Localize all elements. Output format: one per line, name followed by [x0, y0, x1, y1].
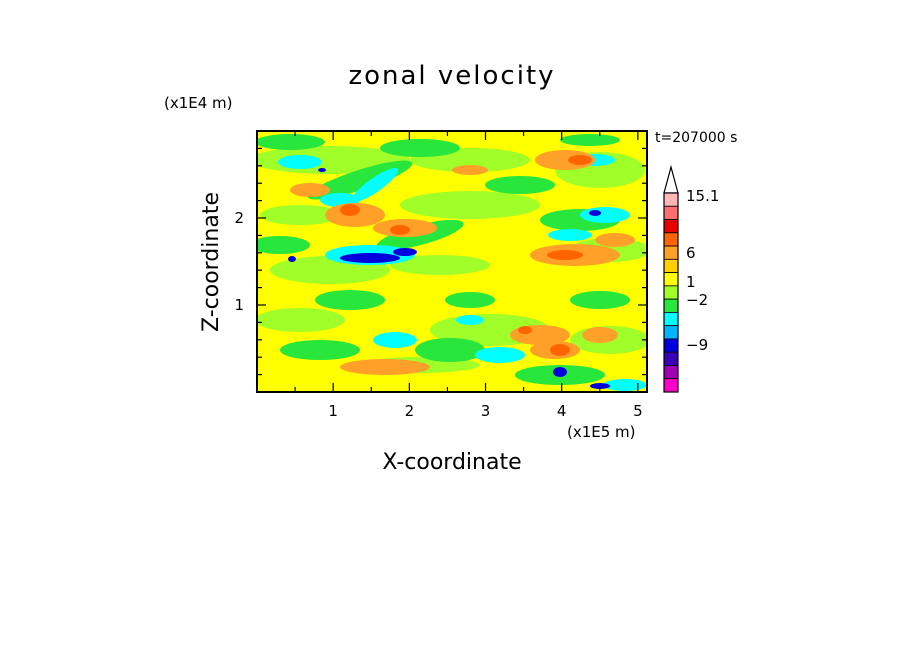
- colorbar-segment: [663, 298, 679, 313]
- band-weak-negative: [257, 134, 630, 385]
- colorbar-labels: 15.1 6 1 −2 −9: [686, 187, 719, 354]
- band-strong-positive: [340, 155, 592, 356]
- colorbar-segment: [663, 245, 679, 260]
- colorbar-segment: [663, 258, 679, 274]
- y-scale-label: (x1E4 m): [164, 94, 233, 112]
- x-axis: 1 2 3 4 5: [294, 131, 643, 420]
- x-tick-label: 4: [557, 402, 567, 420]
- x-tick-label: 5: [633, 402, 643, 420]
- y-axis: 12: [234, 147, 647, 376]
- colorbar-segment: [663, 378, 679, 393]
- y-axis-title: Z-coordinate: [199, 192, 224, 332]
- x-tick-label: 1: [328, 402, 338, 420]
- x-axis-title: X-coordinate: [382, 450, 521, 475]
- colorbar: [663, 164, 679, 393]
- contour-field: [257, 131, 647, 392]
- plot-frame: [256, 130, 648, 393]
- colorbar-segment: [663, 219, 679, 234]
- colorbar-segment: [663, 351, 679, 366]
- colorbar-segment: [663, 365, 679, 380]
- colorbar-max-triangle: [663, 164, 679, 194]
- y-tick-label: 1: [234, 296, 244, 314]
- colorbar-segment: [663, 325, 679, 340]
- x-tick-label: 3: [481, 402, 491, 420]
- colorbar-segment: [663, 232, 679, 247]
- time-label: t=207000 s: [655, 130, 737, 146]
- colorbar-label: −9: [686, 336, 708, 354]
- colorbar-segment: [663, 272, 679, 287]
- colorbar-segment: [663, 192, 679, 207]
- colorbar-segment: [663, 205, 679, 220]
- colorbar-label: −2: [686, 291, 708, 309]
- colorbar-frame: [663, 192, 679, 393]
- y-tick-label: 2: [234, 209, 244, 227]
- band-strong-negative: [288, 168, 610, 389]
- x-tick-label: 2: [405, 402, 415, 420]
- colorbar-segment: [663, 311, 679, 327]
- colorbar-label: 6: [686, 244, 696, 262]
- colorbar-segment: [663, 285, 679, 300]
- x-scale-label: (x1E5 m): [567, 423, 636, 441]
- colorbar-segment: [663, 338, 679, 353]
- colorbar-label: 15.1: [686, 187, 719, 205]
- colorbar-label: 1: [686, 273, 696, 291]
- chart-title: zonal velocity: [348, 61, 555, 91]
